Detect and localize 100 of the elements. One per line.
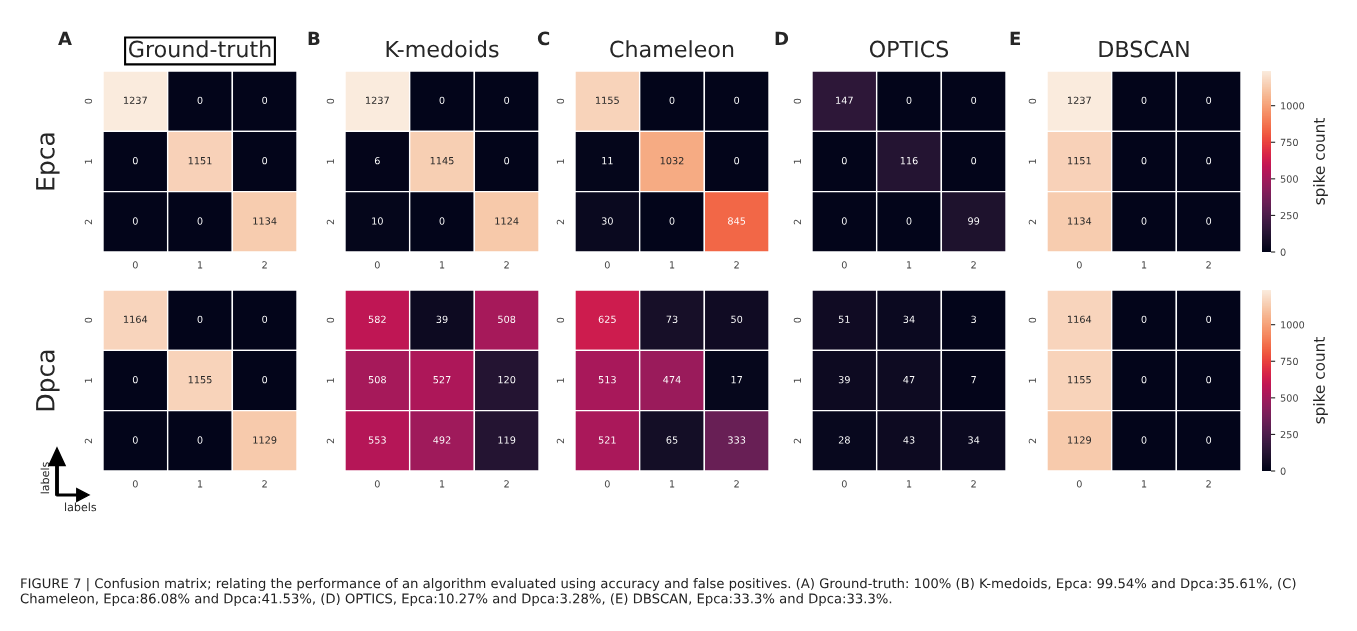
y-tick-label: 2 <box>556 438 564 444</box>
data-label: 120 <box>498 375 516 384</box>
color-bar-label: 500 <box>1280 394 1298 402</box>
data-label: 0 <box>906 217 912 225</box>
x-tick-label: 0 <box>604 261 610 269</box>
data-label: 492 <box>433 436 451 444</box>
data-label: 0 <box>669 217 675 225</box>
data-label: 0 <box>1141 217 1147 225</box>
data-label: 1032 <box>660 156 684 165</box>
data-label: 508 <box>368 375 386 384</box>
text: labels <box>65 502 97 512</box>
y-tick-label: 1 <box>793 159 801 164</box>
y-tick-label: 1 <box>326 159 334 164</box>
chart-title: Ground-truth <box>129 40 271 58</box>
data-label: 553 <box>368 436 386 444</box>
x-tick-label: 0 <box>604 480 610 488</box>
data-label: 0 <box>1206 96 1212 104</box>
text: D <box>775 31 789 45</box>
x-tick-label: 0 <box>1076 480 1082 488</box>
data-label: 0 <box>1141 375 1147 384</box>
x-tick-label: 1 <box>197 261 203 269</box>
data-label: 0 <box>132 217 138 225</box>
data-label: 65 <box>666 436 678 444</box>
data-label: 1237 <box>1068 96 1091 104</box>
y-tick-label: 2 <box>1028 438 1036 444</box>
y-tick-label: 1 <box>793 378 801 383</box>
y-tick-label: 2 <box>84 438 92 444</box>
y-tick-label: 1 <box>556 159 564 164</box>
data-label: 333 <box>728 436 746 444</box>
x-tick-label: 1 <box>669 480 675 488</box>
data-label: 1237 <box>124 96 147 104</box>
x-tick-label: 2 <box>1206 261 1211 269</box>
text: labels <box>40 462 50 494</box>
data-label: 34 <box>903 315 915 323</box>
data-label: 0 <box>734 96 740 104</box>
data-label: 0 <box>734 156 740 165</box>
y-tick-label: 1 <box>326 378 334 383</box>
chart-title: K-medoids <box>386 40 499 58</box>
data-label: 0 <box>841 156 847 165</box>
data-label: 0 <box>197 217 203 225</box>
x-tick-label: 1 <box>439 261 445 269</box>
data-label: 1155 <box>1068 376 1091 384</box>
data-label: 1237 <box>366 96 389 104</box>
data-label: 0 <box>197 436 203 444</box>
data-label: 0 <box>971 96 977 104</box>
y-tick-label: 2 <box>326 438 334 444</box>
data-label: 0 <box>841 217 847 225</box>
x-tick-label: 0 <box>374 261 380 269</box>
data-label: 1124 <box>495 217 519 225</box>
data-label: 513 <box>598 375 616 384</box>
y-tick-label: 0 <box>326 317 335 323</box>
data-label: 0 <box>262 315 268 323</box>
y-tick-label: 1 <box>1028 378 1036 383</box>
data-label: 30 <box>601 217 613 225</box>
y-tick-label: 1 <box>84 159 92 164</box>
color-bar-label: 0 <box>1280 248 1286 256</box>
data-label: 0 <box>971 156 977 165</box>
data-label: 43 <box>903 436 915 444</box>
y-tick-label: 0 <box>1028 317 1037 323</box>
y-tick-label: 0 <box>326 98 335 104</box>
data-label: 73 <box>666 315 678 323</box>
color-bar-label: 750 <box>1280 357 1298 366</box>
data-label: 0 <box>262 156 268 165</box>
x-tick-label: 0 <box>374 480 380 488</box>
x-tick-label: 1 <box>906 480 912 488</box>
data-label: 1151 <box>1068 157 1091 165</box>
x-tick-label: 1 <box>439 480 445 488</box>
text: C <box>537 31 550 46</box>
x-tick-label: 0 <box>841 261 847 269</box>
x-tick-label: 2 <box>504 261 509 269</box>
x-tick-label: 2 <box>734 261 739 269</box>
data-label: 99 <box>968 217 980 225</box>
data-label: 0 <box>262 375 268 384</box>
y-axis-title: Epca <box>36 133 60 190</box>
data-label: 0 <box>1206 156 1212 165</box>
color-bar-label: 750 <box>1280 138 1298 147</box>
data-label: 0 <box>906 96 912 104</box>
data-label: 0 <box>262 96 268 104</box>
data-label: 51 <box>838 315 850 323</box>
data-label: 1129 <box>1068 436 1092 444</box>
data-label: 0 <box>1141 436 1147 444</box>
x-tick-label: 1 <box>906 261 912 269</box>
y-tick-label: 0 <box>556 317 565 323</box>
data-label: 625 <box>598 315 616 323</box>
data-label: 0 <box>1141 315 1147 323</box>
data-label: 0 <box>1206 436 1212 444</box>
y-tick-label: 0 <box>84 317 93 323</box>
data-label: 0 <box>132 375 138 384</box>
data-label: 6 <box>374 156 380 165</box>
chart-title: OPTICS <box>869 40 949 58</box>
data-label: 0 <box>197 315 203 323</box>
data-label: 0 <box>1206 375 1212 384</box>
color-bar-label: 0 <box>1280 467 1286 475</box>
color-bar-label: 500 <box>1280 175 1298 183</box>
y-tick-label: 0 <box>556 98 565 104</box>
caption: FIGURE 7 | Confusion matrix; relating the performance of an algorithm evaluated using accuracy and false positives. (A) Ground-truth: 100% (B) K-medoids, Epca: 99.54% and Dpca:35.61%, (C) Chameleon, Epca:86.08% and Dpca:41.53%, (D) OPTICS, Epca:10.27% and Dpca:3.28%, (E) DBSCAN, Epca:33.3% and Dpca:33.3%. <box>20 578 1296 606</box>
data-label: 0 <box>1141 96 1147 104</box>
data-label: 0 <box>132 436 138 444</box>
color-bar-title: spike count <box>1313 118 1328 205</box>
data-label: 508 <box>498 315 516 323</box>
